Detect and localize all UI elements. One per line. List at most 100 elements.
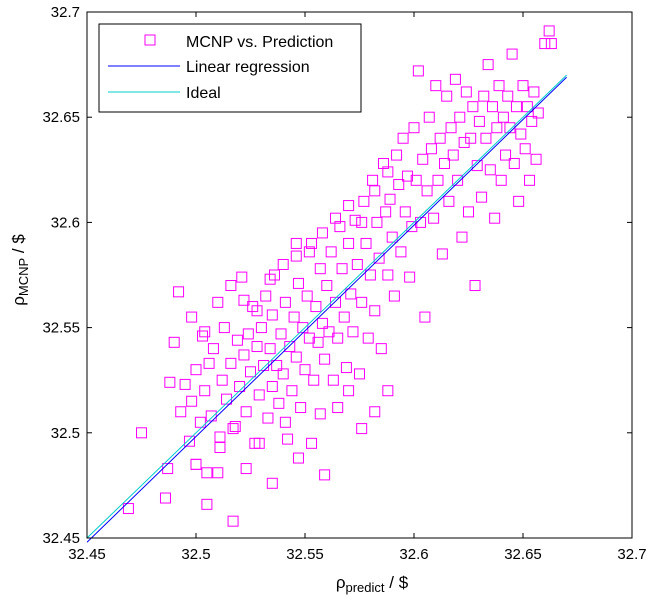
legend: MCNP vs. Prediction Linear regression Id… xyxy=(98,23,362,113)
scatter-point-8 xyxy=(179,378,191,390)
scatter-point-6 xyxy=(173,286,185,298)
scatter-point-82 xyxy=(343,237,355,249)
scatter-point-21 xyxy=(214,431,226,443)
scatter-point-69 xyxy=(314,408,326,420)
scatter-point-2 xyxy=(159,492,171,504)
scatter-point-84 xyxy=(347,326,359,338)
scatter-point-202 xyxy=(356,216,368,228)
y-tick-label-4: 32.65 xyxy=(42,109,80,126)
y-axis-title-subscript: MCNP xyxy=(16,258,31,296)
scatter-point-157 xyxy=(506,48,518,60)
scatter-point-61 xyxy=(299,364,311,376)
scatter-point-83 xyxy=(345,288,357,300)
scatter-point-121 xyxy=(428,212,440,224)
scatter-point-7 xyxy=(175,406,187,418)
scatter-point-110 xyxy=(404,271,416,283)
scatter-point-161 xyxy=(515,128,527,140)
scatter-point-26 xyxy=(227,515,239,527)
scatter-point-98 xyxy=(377,157,389,169)
y-tick-label-3: 32.6 xyxy=(51,214,80,231)
scatter-point-151 xyxy=(493,80,505,92)
scatter-point-176 xyxy=(227,423,239,435)
scatter-point-166 xyxy=(526,115,538,127)
scatter-point-122 xyxy=(430,80,442,92)
y-tick-label-0: 32.45 xyxy=(42,530,80,547)
scatter-point-77 xyxy=(332,332,344,344)
scatter-point-155 xyxy=(502,90,514,102)
scatter-point-89 xyxy=(358,195,370,207)
scatter-point-96 xyxy=(373,252,385,264)
y-axis-title-unit: / $ xyxy=(9,234,28,258)
scatter-point-146 xyxy=(482,59,494,71)
scatter-point-74 xyxy=(325,246,337,258)
scatter-point-88 xyxy=(356,296,368,308)
scatter-point-52 xyxy=(282,433,294,445)
scatter-point-203 xyxy=(369,185,381,197)
scatter-point-112 xyxy=(408,122,420,134)
scatter-point-128 xyxy=(443,195,455,207)
scatter-point-165 xyxy=(524,174,536,186)
scatter-point-101 xyxy=(384,193,396,205)
scatter-point-140 xyxy=(469,280,481,292)
scatter-point-167 xyxy=(528,86,540,98)
x-axis-title: ρpredict / $ xyxy=(336,573,409,595)
x-tick-label-4: 32.65 xyxy=(504,546,542,563)
scatter-point-174 xyxy=(201,467,213,479)
scatter-point-129 xyxy=(445,122,457,134)
scatter-point-4 xyxy=(164,376,176,388)
y-tick-label-1: 32.5 xyxy=(51,425,80,442)
scatter-point-20 xyxy=(212,467,224,479)
scatter-point-198 xyxy=(303,246,315,258)
scatter-point-18 xyxy=(205,410,217,422)
scatter-point-62 xyxy=(301,290,313,302)
scatter-point-160 xyxy=(513,195,525,207)
scatter-point-164 xyxy=(521,101,533,113)
legend-label-ideal: Ideal xyxy=(186,85,221,102)
scatter-point-81 xyxy=(340,362,352,374)
scatter-point-73 xyxy=(323,326,335,338)
x-tick-label-2: 32.55 xyxy=(286,546,324,563)
scatter-point-118 xyxy=(421,185,433,197)
x-tick-label-0: 32.45 xyxy=(68,546,106,563)
scatter-point-58 xyxy=(292,277,304,289)
scatter-point-150 xyxy=(491,122,503,134)
scatter-point-135 xyxy=(458,136,470,148)
scatter-point-43 xyxy=(264,343,276,355)
scatter-point-194 xyxy=(251,305,263,317)
scatter-point-92 xyxy=(364,269,376,281)
axes-frame xyxy=(86,11,633,539)
scatter-point-145 xyxy=(480,132,492,144)
scatter-point-105 xyxy=(393,179,405,191)
scatter-point-87 xyxy=(354,368,365,380)
scatter-point-50 xyxy=(277,368,289,380)
scatter-point-153 xyxy=(497,111,509,123)
scatter-point-1 xyxy=(136,427,147,439)
scatter-point-108 xyxy=(399,206,411,218)
x-tick-label-1: 32.5 xyxy=(181,546,210,563)
scatter-point-11 xyxy=(190,364,202,376)
scatter-point-138 xyxy=(465,132,477,144)
scatter-point-107 xyxy=(397,132,409,144)
scatter-point-123 xyxy=(432,174,444,186)
scatter-point-184 xyxy=(332,402,344,414)
scatter-point-188 xyxy=(382,385,394,397)
scatter-point-54 xyxy=(286,385,298,397)
scatter-point-23 xyxy=(218,322,230,334)
scatter-point-185 xyxy=(343,385,355,397)
scatter-point-183 xyxy=(319,469,331,481)
scatter-point-182 xyxy=(306,437,318,449)
scatter-point-158 xyxy=(508,157,520,169)
scatter-point-115 xyxy=(415,216,427,228)
scatter-point-125 xyxy=(436,248,448,260)
scatter-point-136 xyxy=(460,86,472,98)
scatter-point-79 xyxy=(336,263,348,275)
x-tick-label-5: 32.7 xyxy=(617,546,646,563)
scatter-point-120 xyxy=(425,143,437,155)
scatter-point-64 xyxy=(306,237,318,249)
x-tick-label-3: 32.6 xyxy=(399,546,428,563)
y-axis-title-base: ρ xyxy=(9,296,28,306)
scatter-point-177 xyxy=(240,463,252,475)
scatter-point-28 xyxy=(231,334,243,346)
scatter-point-33 xyxy=(242,328,254,340)
scatter-point-13 xyxy=(194,416,206,428)
